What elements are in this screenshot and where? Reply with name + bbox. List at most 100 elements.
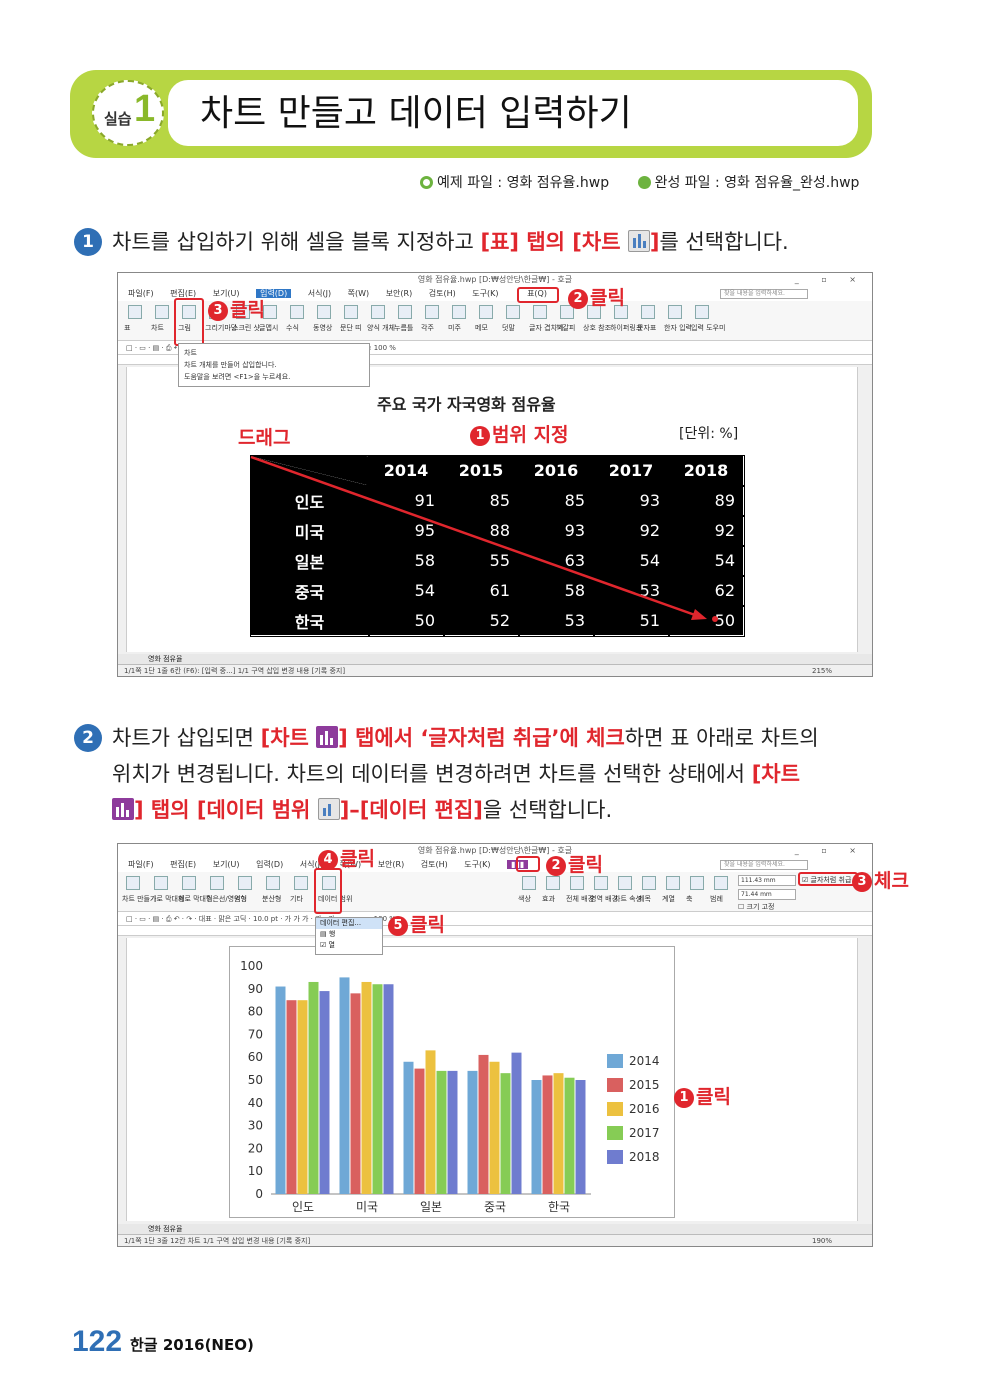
step-text: 하면 표 아래로 차트의 bbox=[624, 726, 819, 750]
menu-col[interactable]: ☑ 열 bbox=[320, 941, 335, 949]
menu-security[interactable]: 보안(R) bbox=[377, 860, 405, 869]
ribbon-button-8[interactable]: 문단 띠 bbox=[340, 324, 362, 332]
value-cell[interactable]: 63 bbox=[517, 544, 595, 577]
menu-insert[interactable]: 입력(D) bbox=[256, 289, 292, 298]
ribbon-button-3[interactable]: 그리기마당 bbox=[205, 324, 238, 332]
ribbon-button-12[interactable]: 미주 bbox=[448, 324, 461, 332]
menu-edit[interactable]: 편집(E) bbox=[170, 860, 197, 869]
ribbon-button-4[interactable]: 원형 bbox=[234, 895, 247, 903]
ribbon-button-1[interactable]: 차트 bbox=[151, 324, 164, 332]
width-field[interactable]: 111.43 mm bbox=[738, 875, 796, 886]
ribbon-button-7[interactable]: 데이터 범위 bbox=[318, 895, 353, 903]
ribbon-format-button-8[interactable]: 범례 bbox=[710, 895, 723, 903]
value-cell[interactable]: 85 bbox=[517, 484, 595, 517]
ribbon-button-14[interactable]: 덧말 bbox=[502, 324, 515, 332]
document-area[interactable]: 0 10 20 30 40 50 60 70 80 90 100 인도 미국 일본 중국 한국 2014 2015… bbox=[126, 938, 858, 1221]
ribbon-button-16[interactable]: 책갈피 bbox=[556, 324, 576, 332]
bar-chart[interactable]: 0 10 20 30 40 50 60 70 80 90 100 인도 미국 일본 중국 한국 2014 2015… bbox=[229, 946, 675, 1218]
ribbon-format-button-2[interactable]: 전체 배경 bbox=[566, 895, 594, 903]
zoom-level[interactable]: 215% bbox=[811, 667, 832, 675]
ribbon-button-15[interactable]: 글자 겹치기 bbox=[529, 324, 564, 332]
ribbon-button-6[interactable]: 기타 bbox=[290, 895, 303, 903]
callout-text: 클릭 bbox=[340, 848, 375, 870]
menu-edit-data[interactable]: 데이터 편집... bbox=[316, 918, 382, 929]
ribbon-button-1[interactable]: 가로 막대형 bbox=[150, 895, 185, 903]
menu-edit[interactable]: 편집(E) bbox=[170, 289, 197, 298]
ribbon-button-21[interactable]: 입력 도우미 bbox=[691, 324, 726, 332]
menu-format[interactable]: 서식(J) bbox=[307, 289, 332, 298]
ribbon-button-5[interactable]: 분산형 bbox=[262, 895, 282, 903]
chart-frame[interactable] bbox=[229, 946, 675, 1218]
ribbon-button-2[interactable]: 세로 막대형 bbox=[178, 895, 213, 903]
ribbon-format-button-1[interactable]: 효과 bbox=[542, 895, 555, 903]
ribbon-format-button-6[interactable]: 계열 bbox=[662, 895, 675, 903]
ribbon-button-9[interactable]: 양식 개체 bbox=[367, 324, 395, 332]
value-cell[interactable]: 93 bbox=[517, 514, 595, 547]
treat-as-char-checkbox[interactable]: ☑ 글자처럼 취급 bbox=[802, 876, 852, 884]
zoom-level[interactable]: 190% bbox=[811, 1237, 832, 1245]
format-toolbar[interactable]: □ · ▭ · ▤ · ⎙ ↶ · ↷ · 대표 · 맑은 고딕 · 10.0 … bbox=[118, 912, 872, 926]
ribbon-button-0[interactable]: 차트 만들기 bbox=[122, 895, 157, 903]
ribbon-button-5[interactable]: 글맵시 bbox=[259, 324, 279, 332]
callout-3: 3 클릭 bbox=[208, 295, 265, 322]
value-cell[interactable]: 58 bbox=[367, 544, 445, 577]
menu-security[interactable]: 보안(R) bbox=[385, 289, 413, 298]
menu-file[interactable]: 파일(F) bbox=[128, 289, 154, 298]
menu-review[interactable]: 검토(H) bbox=[420, 860, 448, 869]
menu-review[interactable]: 검토(H) bbox=[428, 289, 456, 298]
data-table[interactable]: 2014 2015 2016 2017 2018 인도 91 85 85 93 … bbox=[249, 454, 745, 637]
menu-page[interactable]: 쪽(W) bbox=[347, 289, 370, 298]
menu-insert[interactable]: 입력(D) bbox=[256, 860, 284, 869]
menu-view[interactable]: 보기(U) bbox=[212, 289, 240, 298]
value-cell[interactable]: 92 bbox=[667, 514, 745, 547]
search-input[interactable]: 찾을 내용을 입력하세요. bbox=[720, 289, 808, 299]
callout-1: 1 클릭 bbox=[674, 1082, 731, 1109]
value-cell[interactable]: 55 bbox=[442, 544, 520, 577]
menu-view[interactable]: 보기(U) bbox=[212, 860, 240, 869]
menu-page[interactable]: 쪽(W) bbox=[339, 860, 362, 869]
ribbon-button-20[interactable]: 한자 입력 bbox=[664, 324, 692, 332]
ribbon-button-19[interactable]: 문자표 bbox=[637, 324, 657, 332]
menu-format[interactable]: 서식(J) bbox=[299, 860, 324, 869]
value-cell[interactable]: 54 bbox=[592, 544, 670, 577]
ribbon-button-2[interactable]: 그림 bbox=[178, 324, 191, 332]
menu-tools[interactable]: 도구(K) bbox=[464, 860, 491, 869]
document-area[interactable]: 주요 국가 자국영화 점유율 [단위: %] 2014 2015 2016 20… bbox=[126, 367, 858, 652]
search-input[interactable]: 찾을 내용을 입력하세요. bbox=[720, 860, 808, 870]
ribbon-button-18[interactable]: 하이퍼링크 bbox=[610, 324, 643, 332]
size-fix-checkbox[interactable]: ☐ 크기 고정 bbox=[738, 903, 775, 911]
value-cell[interactable]: 54 bbox=[667, 544, 745, 577]
ribbon-format-button-3[interactable]: 영역 배경 bbox=[590, 895, 618, 903]
ribbon-button-6[interactable]: 수식 bbox=[286, 324, 299, 332]
height-field[interactable]: 71.44 mm bbox=[738, 889, 796, 900]
ribbon-button-7[interactable]: 동영상 bbox=[313, 324, 333, 332]
callout-drag: 드래그 bbox=[238, 427, 291, 449]
file-info: 예제 파일 : 영화 점유율.hwp 완성 파일 : 영화 점유율_완성.hwp bbox=[420, 172, 859, 192]
callout-2: 2 클릭 bbox=[568, 283, 625, 310]
window-controls[interactable]: _ ▫ × bbox=[794, 275, 866, 284]
ribbon-button-11[interactable]: 각주 bbox=[421, 324, 434, 332]
value-cell[interactable]: 89 bbox=[667, 484, 745, 517]
ribbon-format-button-5[interactable]: 제목 bbox=[638, 895, 651, 903]
value-cell[interactable]: 53 bbox=[517, 604, 595, 637]
ribbon-button-13[interactable]: 메모 bbox=[475, 324, 488, 332]
value-cell[interactable]: 51 bbox=[592, 604, 670, 637]
doc-tab[interactable]: 영화 점유율 bbox=[148, 655, 183, 663]
ribbon-button-3[interactable]: 꺾은선/영역형 bbox=[206, 895, 247, 903]
value-cell[interactable]: 50 bbox=[667, 604, 745, 637]
ribbon-button-4[interactable]: 스크린 샷 bbox=[232, 324, 260, 332]
menu-row[interactable]: ▤ 행 bbox=[320, 930, 336, 938]
menu-file[interactable]: 파일(F) bbox=[128, 860, 154, 869]
ribbon-button-10[interactable]: 누름틀 bbox=[394, 324, 414, 332]
menu-tools[interactable]: 도구(K) bbox=[472, 289, 499, 298]
doc-tab[interactable]: 영화 점유율 bbox=[148, 1225, 183, 1233]
ribbon-format-button-7[interactable]: 축 bbox=[686, 895, 693, 903]
ribbon-format-button-0[interactable]: 색상 bbox=[518, 895, 531, 903]
ribbon-format-button-4[interactable]: 차트 속성 bbox=[614, 895, 642, 903]
window-controls[interactable]: _ ▫ × bbox=[794, 846, 866, 855]
value-cell[interactable]: 50 bbox=[367, 604, 445, 637]
ribbon-button-17[interactable]: 상호 참조 bbox=[583, 324, 611, 332]
value-cell[interactable]: 92 bbox=[592, 514, 670, 547]
menu-table[interactable]: 표(Q) bbox=[527, 289, 547, 298]
ribbon-button-0[interactable]: 표 bbox=[124, 324, 131, 332]
